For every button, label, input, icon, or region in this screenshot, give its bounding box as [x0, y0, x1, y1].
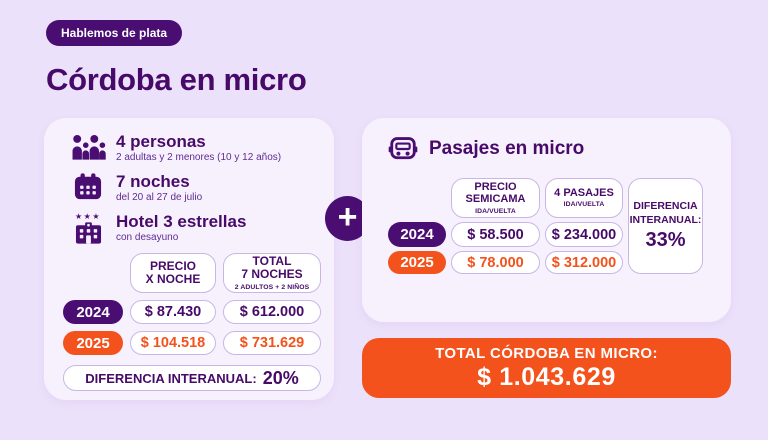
- header-line: TOTAL: [252, 253, 292, 268]
- difference-value: 20%: [262, 367, 299, 388]
- hotel-card: 4 personas 2 adultas y 2 menores (10 y 1…: [44, 118, 334, 400]
- info-text: 4 personas 2 adultas y 2 menores (10 y 1…: [116, 132, 281, 163]
- bus-value-2025-semicama: $ 78.000: [451, 251, 540, 274]
- table-corner-spacer: [63, 253, 123, 293]
- bus-value-2024-4pasajes: $ 234.000: [545, 222, 623, 247]
- total-banner-value: $ 1.043.629: [477, 362, 616, 391]
- difference-label: DIFERENCIA INTERANUAL:: [629, 199, 702, 226]
- hotel-year-pill-2024: 2024: [63, 300, 123, 325]
- header-line: 7 NOCHES: [241, 267, 303, 282]
- info-item-noches: 7 noches del 20 al 27 de julio: [70, 172, 334, 203]
- hotel-stars: ★★★: [74, 212, 101, 222]
- info-text: 7 noches del 20 al 27 de julio: [116, 172, 202, 203]
- hotel-year-pill-2025: 2025: [63, 331, 123, 356]
- hotel-table: PRECIO X NOCHE TOTAL 7 NOCHES 2 ADULTOS …: [63, 253, 334, 356]
- hotel-col-header-precio-noche: PRECIO X NOCHE: [130, 253, 216, 294]
- header-note: IDA/VUELTA: [563, 201, 605, 209]
- info-title-personas: 4 personas: [116, 132, 206, 151]
- total-banner: TOTAL CÓRDOBA EN MICRO: $ 1.043.629: [362, 338, 731, 398]
- difference-label: DIFERENCIA INTERANUAL:: [85, 370, 257, 386]
- table-corner-spacer: [388, 178, 446, 218]
- bus-heading: Pasajes en micro: [388, 136, 731, 162]
- bus-table: PRECIO SEMICAMA IDA/VUELTA 4 PASAJES IDA…: [388, 178, 731, 274]
- bus-card: Pasajes en micro PRECIO SEMICAMA IDA/VUE…: [362, 118, 731, 322]
- info-text: Hotel 3 estrellas con desayuno: [116, 212, 246, 244]
- header-note: IDA/VUELTA: [475, 207, 516, 215]
- bus-year-pill-2024: 2024: [388, 222, 446, 247]
- header-line: 4 PASAJES: [554, 187, 614, 200]
- info-title-hotel: Hotel 3 estrellas: [116, 212, 247, 232]
- header-line: PRECIO: [149, 258, 196, 273]
- brand-badge-label: Hablemos de plata: [61, 26, 168, 40]
- brand-badge: Hablemos de plata: [46, 20, 183, 46]
- bus-value-2025-4pasajes: $ 312.000: [545, 251, 623, 274]
- info-item-hotel: ★★★ Hotel 3 estrellas con desayuno: [70, 212, 334, 244]
- page-title: Córdoba en micro: [46, 62, 307, 97]
- bus-col-header-semicama: PRECIO SEMICAMA IDA/VUELTA: [451, 178, 540, 218]
- info-item-personas: 4 personas 2 adultas y 2 menores (10 y 1…: [70, 132, 334, 163]
- hotel-icon: ★★★: [70, 212, 106, 244]
- bus-difference-cell: DIFERENCIA INTERANUAL: 33%: [628, 178, 703, 274]
- total-banner-label: TOTAL CÓRDOBA EN MICRO:: [435, 344, 658, 362]
- header-line: PRECIO: [474, 180, 517, 193]
- hotel-value-2025-total: $ 731.629: [223, 331, 321, 356]
- header-note: 2 ADULTOS + 2 NIÑOS: [234, 283, 310, 291]
- bus-heading-label: Pasajes en micro: [429, 138, 585, 159]
- hotel-col-header-total: TOTAL 7 NOCHES 2 ADULTOS + 2 NIÑOS: [223, 253, 321, 294]
- info-title-noches: 7 noches: [116, 172, 190, 192]
- info-sub-noches: del 20 al 27 de julio: [116, 192, 203, 204]
- bus-value-2024-semicama: $ 58.500: [451, 222, 540, 247]
- hotel-difference-pill: DIFERENCIA INTERANUAL: 20%: [63, 365, 321, 392]
- info-sub-hotel: con desayuno: [116, 232, 179, 244]
- calendar-icon: [70, 172, 106, 203]
- hotel-value-2024-total: $ 612.000: [223, 300, 321, 325]
- bus-col-header-4pasajes: 4 PASAJES IDA/VUELTA: [545, 178, 623, 218]
- family-icon: [70, 132, 106, 163]
- header-line: X NOCHE: [145, 272, 201, 287]
- header-line: SEMICAMA: [465, 193, 526, 206]
- hotel-value-2024-precio: $ 87.430: [130, 300, 216, 325]
- hotel-value-2025-precio: $ 104.518: [130, 331, 216, 356]
- bus-year-pill-2025: 2025: [388, 251, 446, 274]
- difference-value: 33%: [645, 229, 686, 252]
- bus-icon: [388, 136, 418, 162]
- info-sub-personas: 2 adultas y 2 menores (10 y 12 años): [116, 152, 282, 164]
